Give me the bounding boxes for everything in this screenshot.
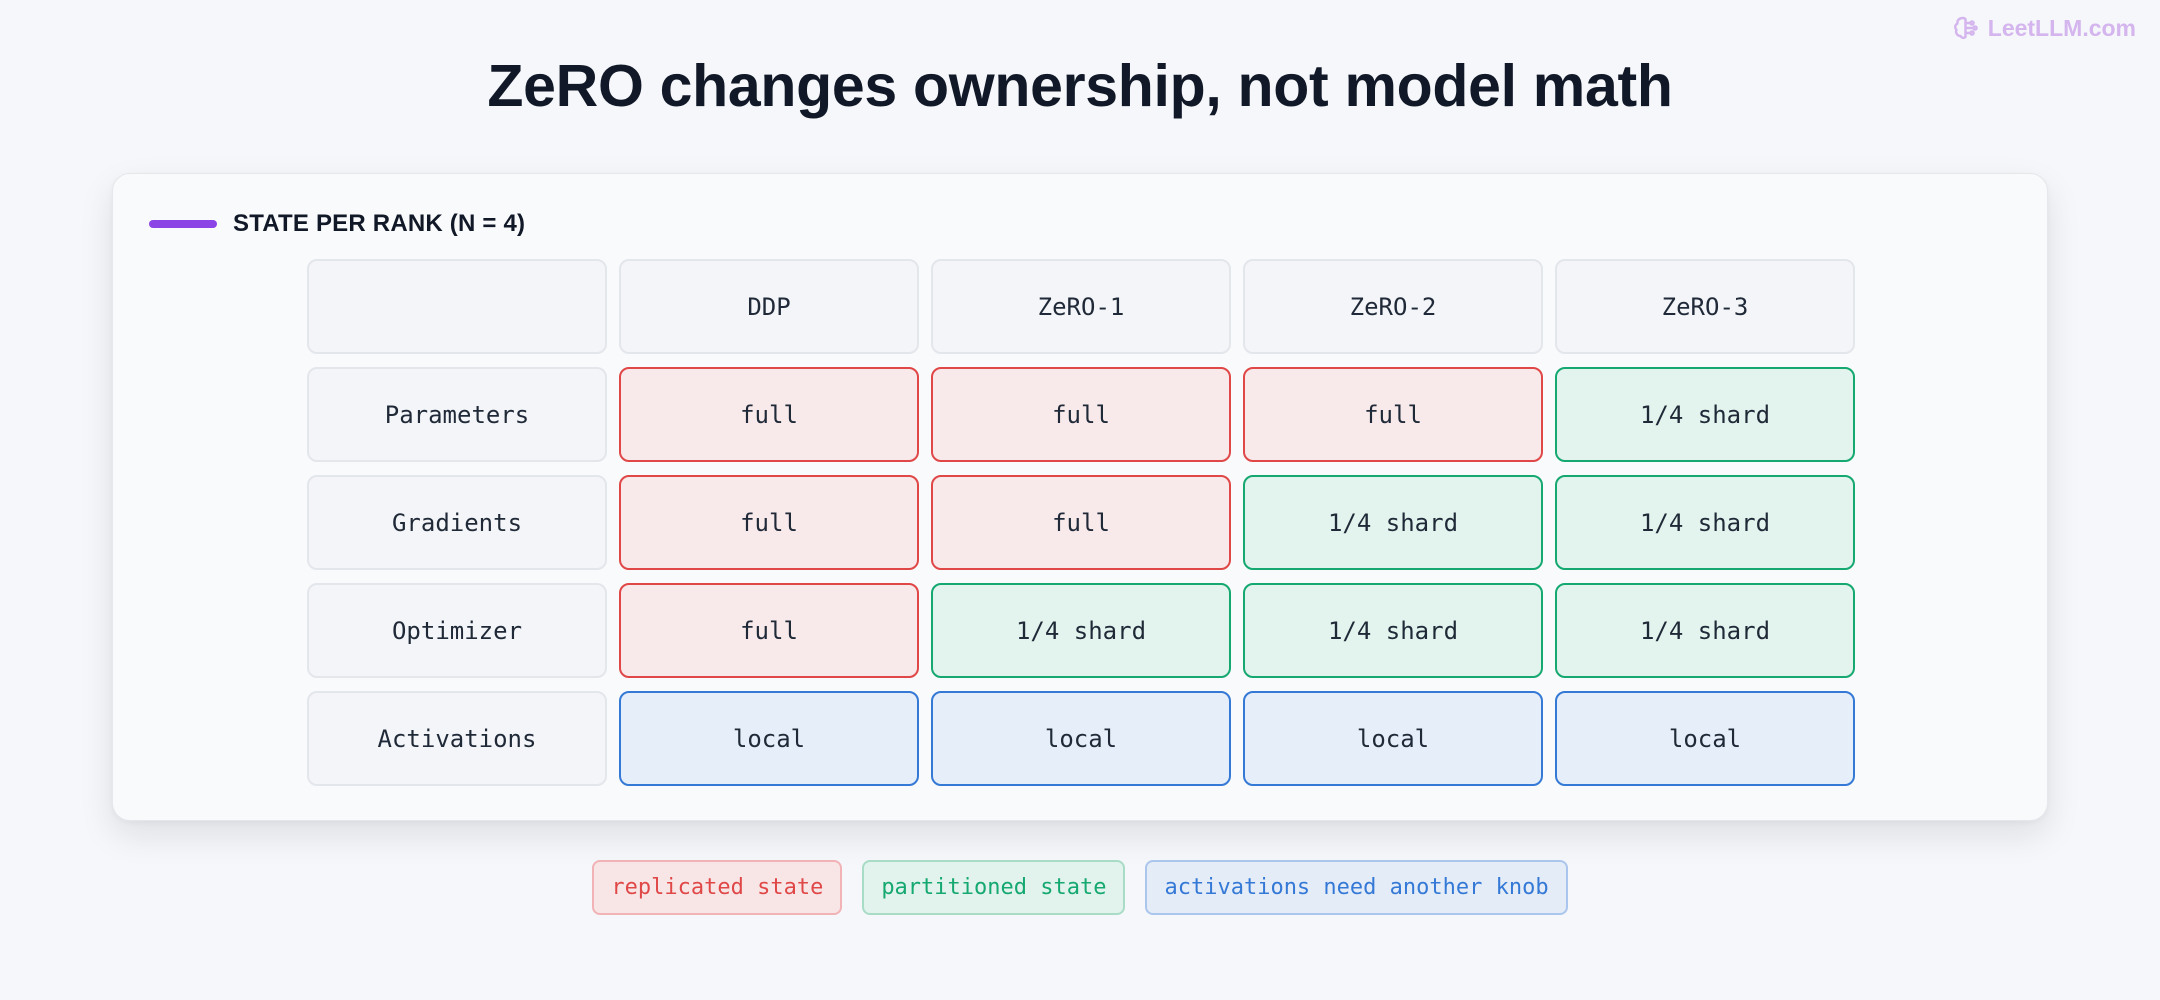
legend-chip-activation: activations need another knob bbox=[1145, 860, 1568, 915]
state-cell-activations-zero-3: local bbox=[1555, 691, 1855, 786]
column-header-zero-1: ZeRO-1 bbox=[931, 259, 1231, 354]
column-header-ddp: DDP bbox=[619, 259, 919, 354]
state-cell-activations-zero-1: local bbox=[931, 691, 1231, 786]
state-cell-activations-ddp: local bbox=[619, 691, 919, 786]
state-cell-gradients-ddp: full bbox=[619, 475, 919, 570]
state-cell-optimizer-zero-3: 1/4 shard bbox=[1555, 583, 1855, 678]
state-card: STATE PER RANK (N = 4) DDP ZeRO-1 ZeRO-2 Ze… bbox=[112, 173, 2048, 821]
state-cell-gradients-zero-1: full bbox=[931, 475, 1231, 570]
state-cell-parameters-ddp: full bbox=[619, 367, 919, 462]
state-table: DDP ZeRO-1 ZeRO-2 ZeRO-3 Parameters full full f… bbox=[307, 259, 1855, 786]
state-cell-optimizer-zero-1: 1/4 shard bbox=[931, 583, 1231, 678]
section-label: STATE PER RANK (N = 4) bbox=[233, 210, 526, 237]
brain-icon bbox=[1953, 16, 1978, 40]
state-cell-gradients-zero-3: 1/4 shard bbox=[1555, 475, 1855, 570]
legend: replicated state partitioned state activat… bbox=[0, 860, 2160, 915]
state-cell-parameters-zero-3: 1/4 shard bbox=[1555, 367, 1855, 462]
row-header-optimizer: Optimizer bbox=[307, 583, 607, 678]
legend-chip-replicated: replicated state bbox=[592, 860, 843, 915]
column-header-zero-2: ZeRO-2 bbox=[1243, 259, 1543, 354]
row-header-activations: Activations bbox=[307, 691, 607, 786]
section-header: STATE PER RANK (N = 4) bbox=[149, 210, 525, 238]
state-cell-optimizer-zero-2: 1/4 shard bbox=[1243, 583, 1543, 678]
state-cell-gradients-zero-2: 1/4 shard bbox=[1243, 475, 1543, 570]
brand-logo: LeetLLM.com bbox=[1952, 14, 2136, 42]
column-header-zero-3: ZeRO-3 bbox=[1555, 259, 1855, 354]
legend-chip-partitioned: partitioned state bbox=[862, 860, 1126, 915]
state-cell-optimizer-ddp: full bbox=[619, 583, 919, 678]
row-header-gradients: Gradients bbox=[307, 475, 607, 570]
state-cell-activations-zero-2: local bbox=[1243, 691, 1543, 786]
page-title: ZeRO changes ownership, not model math bbox=[487, 53, 1673, 119]
row-header-parameters: Parameters bbox=[307, 367, 607, 462]
brand-name: LeetLLM.com bbox=[1987, 14, 2136, 41]
table-corner-cell bbox=[307, 259, 607, 354]
state-cell-parameters-zero-1: full bbox=[931, 367, 1231, 462]
section-accent-bar bbox=[149, 220, 217, 228]
state-cell-parameters-zero-2: full bbox=[1243, 367, 1543, 462]
